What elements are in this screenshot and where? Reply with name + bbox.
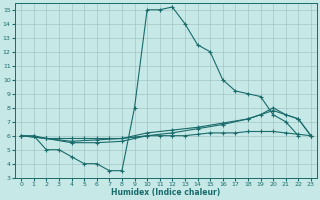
X-axis label: Humidex (Indice chaleur): Humidex (Indice chaleur): [111, 188, 221, 197]
